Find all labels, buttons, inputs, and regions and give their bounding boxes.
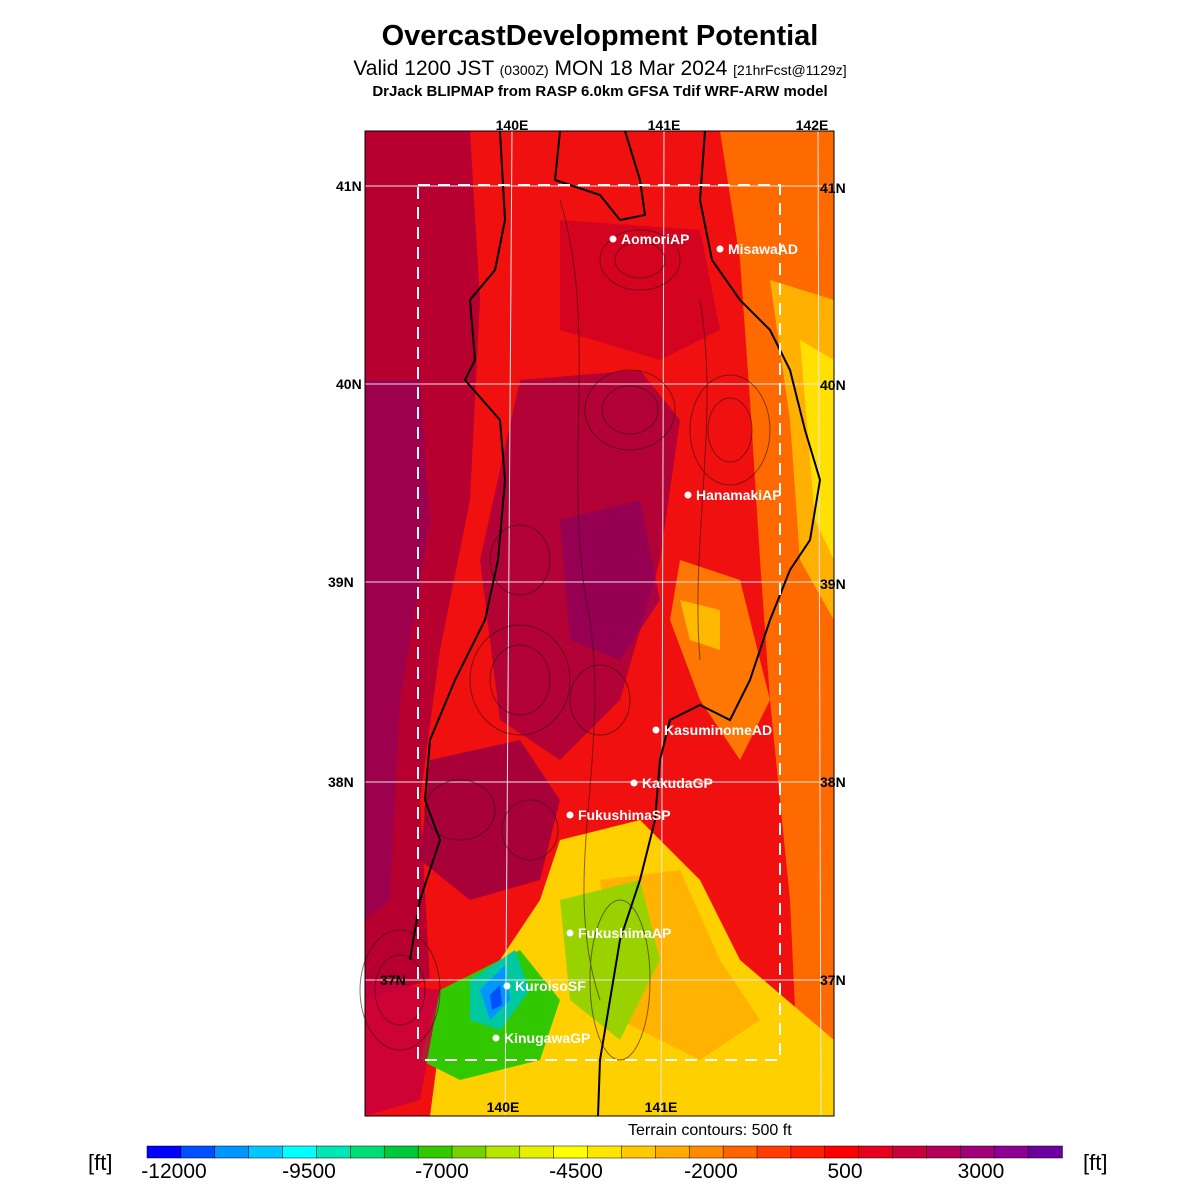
valid-date: MON 18 Mar 2024 <box>554 57 728 80</box>
station-label: FukushimaSP <box>578 807 671 823</box>
lat-label-right: 37N <box>820 972 846 988</box>
lat-label-right: 39N <box>820 576 846 592</box>
model-subtitle: DrJack BLIPMAP from RASP 6.0km GFSA Tdif… <box>372 83 828 100</box>
station-label: AomoriAP <box>621 231 689 247</box>
lat-label-left: 38N <box>328 774 354 790</box>
colorbar-swatch <box>824 1145 860 1159</box>
station-label: KuroisoSF <box>515 978 586 994</box>
lat-label-right: 38N <box>820 774 846 790</box>
station-markers: AomoriAP MisawaAD HanamakiAP KasuminomeA… <box>492 231 798 1046</box>
colorbar-swatch <box>960 1145 995 1159</box>
colorbar-tick: -12000 <box>141 1160 207 1183</box>
colorbar-swatch <box>926 1145 962 1159</box>
colorbar-tick: 500 <box>827 1160 863 1183</box>
colorbar <box>146 1145 1063 1159</box>
station-label: MisawaAD <box>728 241 798 257</box>
station-dot <box>652 726 660 734</box>
lat-label-right: 41N <box>820 180 846 196</box>
colorbar-swatch <box>316 1145 352 1159</box>
station-label: FukushimaAP <box>578 925 671 941</box>
station-dot <box>566 929 574 937</box>
colorbar-swatch <box>858 1145 894 1159</box>
station-label: HanamakiAP <box>696 487 782 503</box>
station-dot <box>630 779 638 787</box>
station-label: KasuminomeAD <box>664 722 772 738</box>
colorbar-swatch <box>722 1145 758 1159</box>
colorbar-swatch <box>485 1145 521 1159</box>
coastline <box>409 130 822 1117</box>
station-dot <box>609 235 617 243</box>
lon-label-bottom: 141E <box>645 1099 678 1115</box>
lat-label-left: 39N <box>328 574 354 590</box>
station-dot <box>492 1034 500 1042</box>
colorbar-swatch <box>621 1145 657 1159</box>
colorbar-swatch <box>587 1145 623 1159</box>
colorbar-tick: -7000 <box>415 1160 469 1183</box>
lat-label-left: 37N <box>380 972 406 988</box>
colorbar-swatch <box>146 1145 182 1159</box>
colorbar-swatch <box>1027 1145 1063 1159</box>
terrain-note: Terrain contours: 500 ft <box>628 1122 792 1139</box>
colorbar-swatch <box>519 1145 555 1159</box>
station-dot <box>684 491 692 499</box>
colorbar-swatch <box>214 1145 250 1159</box>
valid-main: Valid 1200 JST <box>353 57 494 80</box>
colorbar-tick: -9500 <box>282 1160 336 1183</box>
colorbar-swatch <box>993 1145 1029 1159</box>
lon-label-top: 142E <box>796 117 829 133</box>
station-dot <box>503 982 511 990</box>
colorbar-swatch <box>417 1145 453 1159</box>
colorbar-swatch <box>790 1145 826 1159</box>
station-label: KakudaGP <box>642 775 713 791</box>
station-dot <box>716 245 724 253</box>
colorbar-swatch <box>180 1145 216 1159</box>
colorbar-swatch <box>383 1145 419 1159</box>
colorbar-swatch <box>553 1145 589 1159</box>
colorbar-swatch <box>282 1145 318 1159</box>
colorbar-tick: 3000 <box>957 1160 1005 1183</box>
colorbar-swatch <box>350 1145 385 1159</box>
forecast-info: [21hrFcst@1129z] <box>733 62 847 78</box>
lat-label-left: 41N <box>336 178 362 194</box>
valid-utc: (0300Z) <box>499 62 549 78</box>
terrain-contours <box>359 199 771 1061</box>
lon-label-top: 141E <box>648 117 681 133</box>
colorbar-tick: -4500 <box>549 1160 603 1183</box>
map-frame <box>364 130 835 1117</box>
colorbar-swatch <box>451 1145 487 1159</box>
lon-label-bottom: 140E <box>487 1099 520 1115</box>
domain-box <box>417 184 781 1061</box>
colorbar-swatch <box>756 1145 792 1159</box>
colorbar-swatch <box>248 1145 284 1159</box>
lon-label-top: 140E <box>496 117 529 133</box>
map-field <box>365 131 834 1116</box>
colorbar-tick: -2000 <box>684 1160 738 1183</box>
lat-label-left: 40N <box>336 376 362 392</box>
colorbar-swatch <box>688 1145 724 1159</box>
colorbar-unit-left: [ft] <box>88 1150 113 1175</box>
station-label: KinugawaGP <box>504 1030 590 1046</box>
colorbar-unit-right: [ft] <box>1083 1150 1108 1175</box>
valid-time-line: Valid 1200 JST (0300Z) MON 18 Mar 2024 [… <box>0 57 1200 81</box>
colorbar-swatch <box>892 1145 928 1159</box>
chart-title: OvercastDevelopment Potential <box>381 20 819 52</box>
station-dot <box>566 811 574 819</box>
colorbar-swatch <box>655 1145 690 1159</box>
lat-label-right: 40N <box>820 377 846 393</box>
